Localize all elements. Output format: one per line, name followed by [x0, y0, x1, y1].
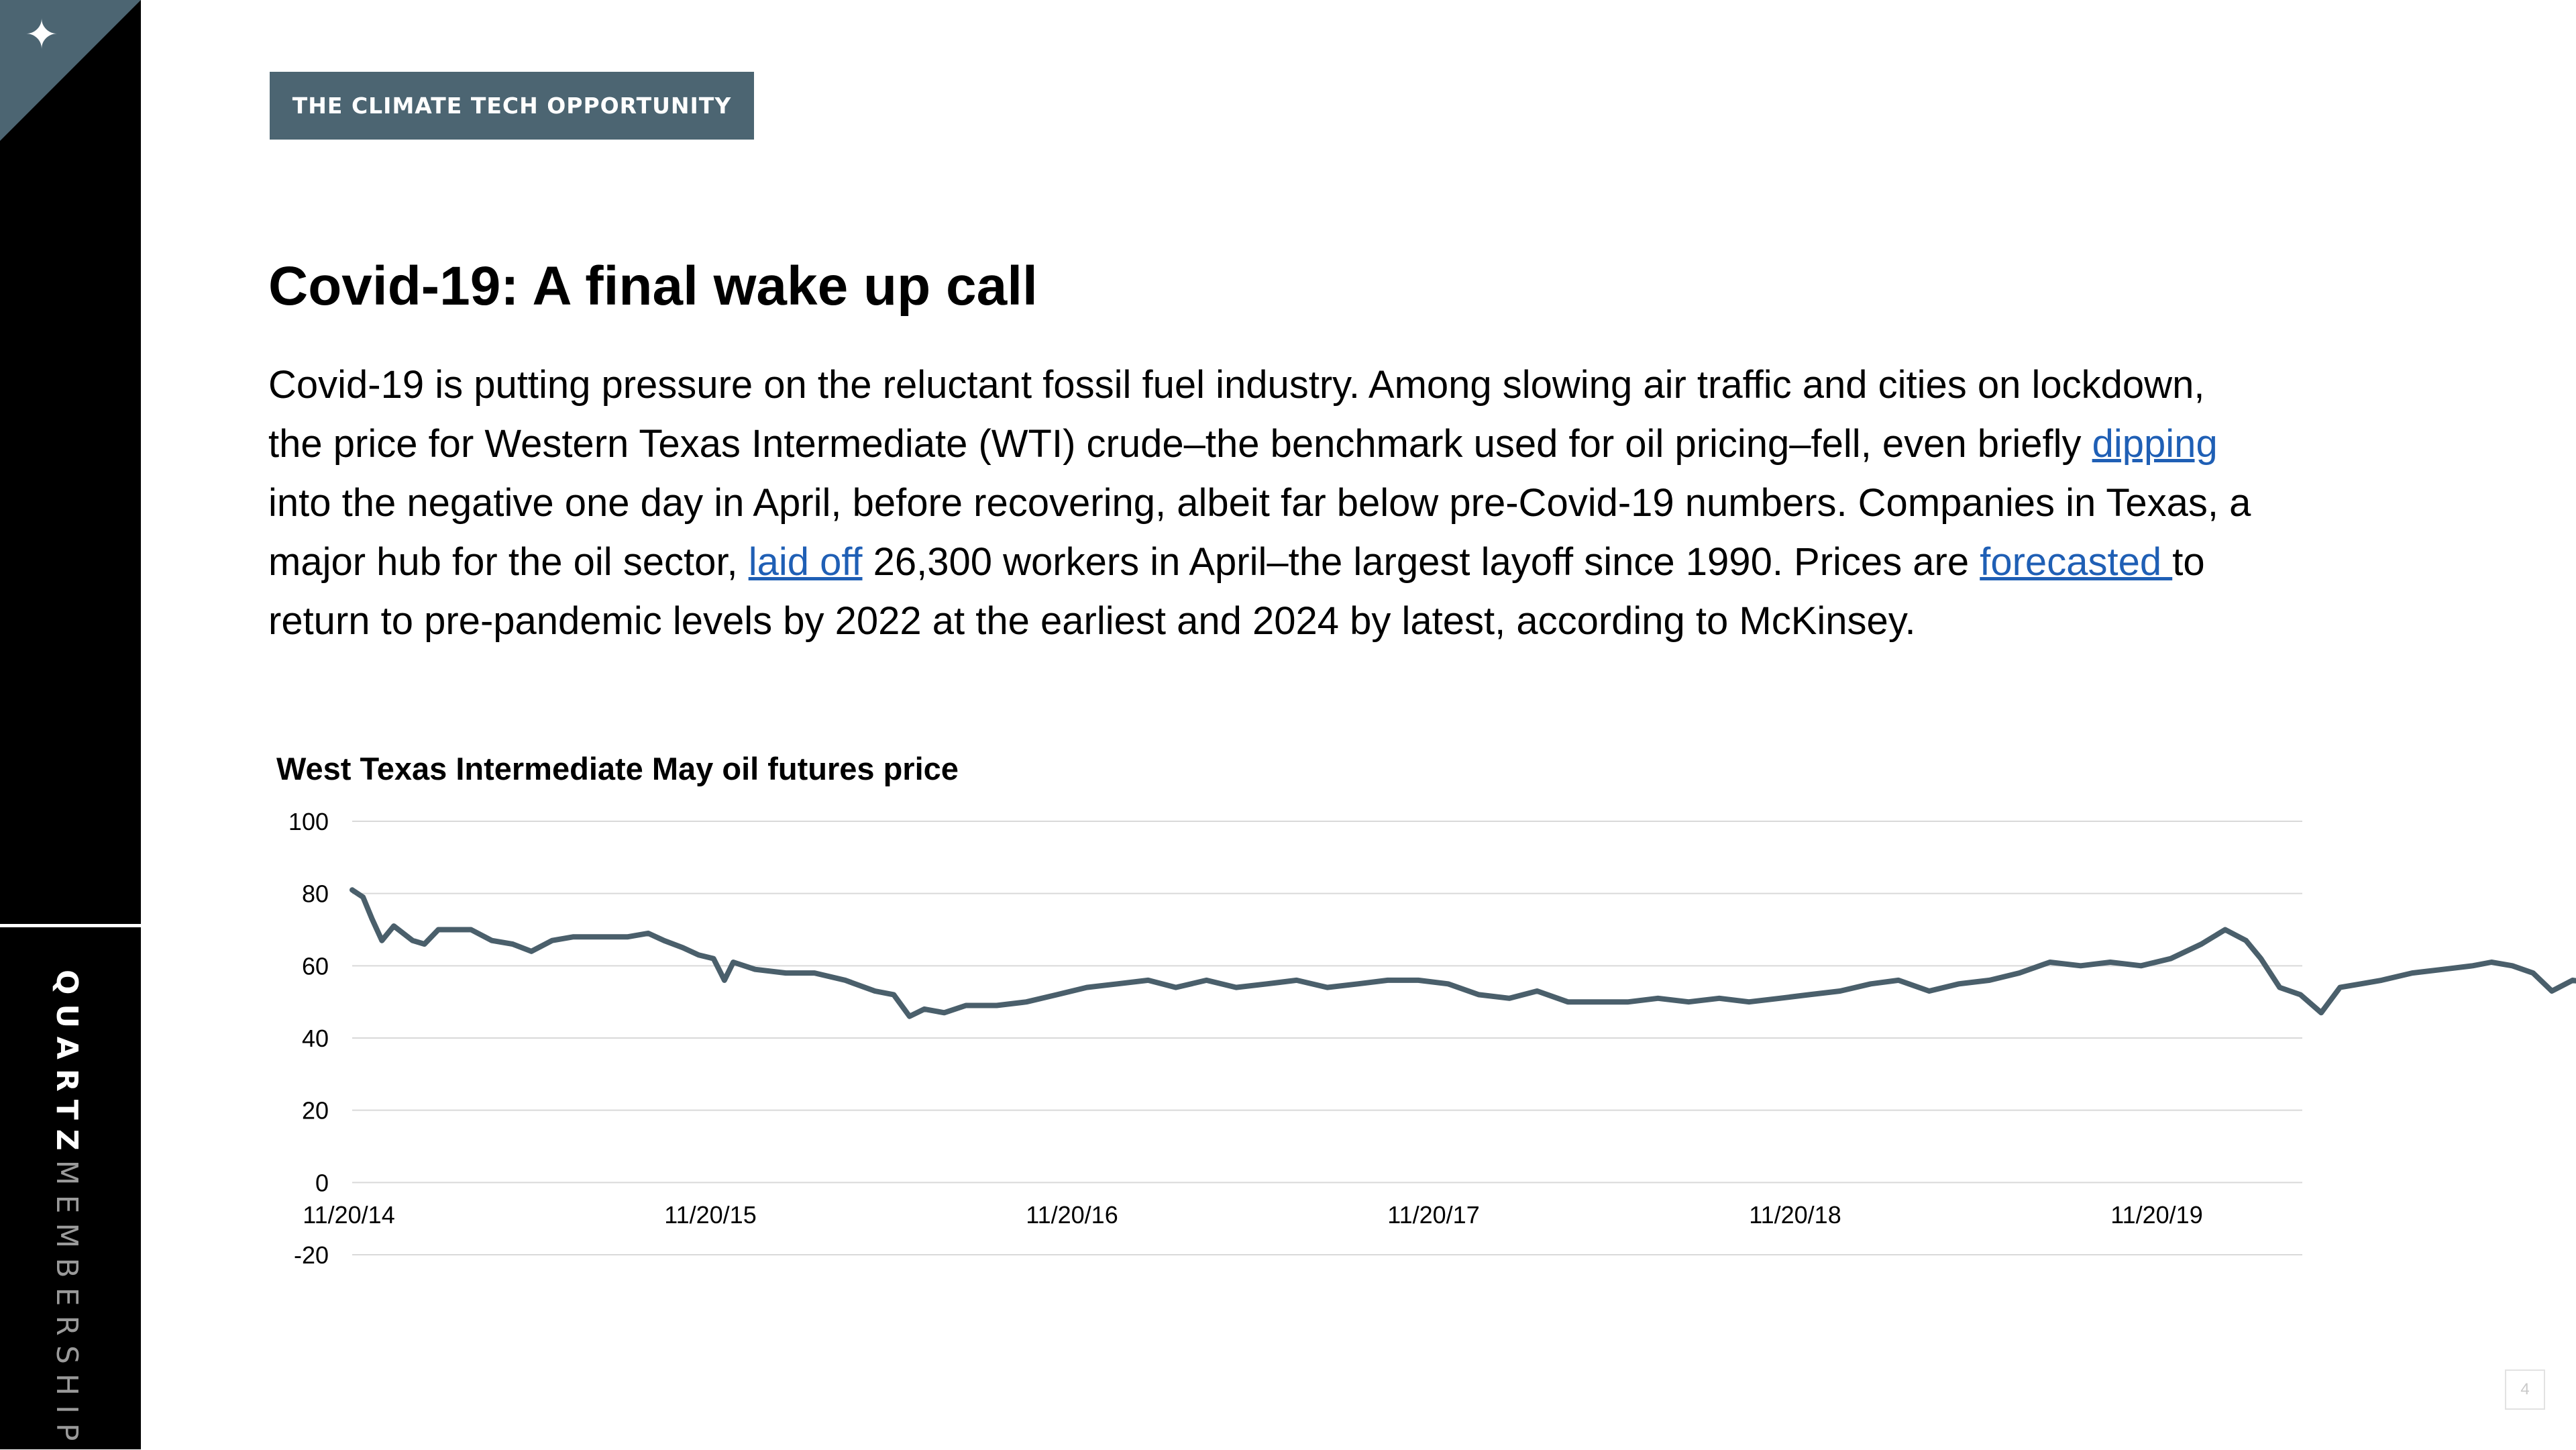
chart-title: West Texas Intermediate May oil futures …: [276, 751, 959, 786]
x-tick-label: 11/20/14: [303, 1201, 394, 1229]
x-tick-label: 11/20/17: [1387, 1201, 1479, 1229]
y-tick-label: 60: [302, 952, 329, 980]
paragraph-text: to: [2172, 540, 2205, 584]
sparkle-icon[interactable]: ✦: [24, 11, 59, 58]
paragraph-text: 26,300 workers in April–the largest layo…: [862, 540, 1980, 584]
brand-primary: QUARTZ: [50, 970, 84, 1160]
laid-off-link[interactable]: laid off: [748, 540, 863, 584]
sidebar-divider: [0, 924, 141, 927]
y-tick-label: 80: [302, 880, 329, 908]
sidebar: ✦ QUARTZMEMBERSHIP: [0, 0, 141, 1450]
y-tick-label: 40: [302, 1025, 329, 1052]
paragraph-text: major hub for the oil sector,: [268, 540, 749, 584]
body-paragraph: Covid-19 is putting pressure on the relu…: [268, 356, 2388, 651]
y-tick-label: 100: [288, 808, 329, 835]
paragraph-line: major hub for the oil sector, laid off 2…: [268, 533, 2388, 592]
y-tick-label: -20: [294, 1241, 329, 1269]
paragraph-text: the price for Western Texas Intermediate…: [268, 422, 2092, 466]
page-title: Covid-19: A final wake up call: [268, 256, 1038, 317]
brand-wordmark: QUARTZMEMBERSHIP: [50, 970, 84, 1450]
brand-secondary: MEMBERSHIP: [50, 1159, 84, 1450]
x-tick-label: 11/20/15: [664, 1201, 756, 1229]
dipping-link[interactable]: dipping: [2092, 422, 2218, 466]
corner-accent: [0, 0, 141, 141]
paragraph-line: return to pre-pandemic levels by 2022 at…: [268, 599, 1916, 643]
page-number: 4: [2505, 1369, 2545, 1410]
paragraph-line: into the negative one day in April, befo…: [268, 481, 2251, 525]
y-tick-label: 0: [315, 1169, 329, 1196]
price-series-line: [350, 887, 2576, 1019]
paragraph-line: Covid-19 is putting pressure on the relu…: [268, 363, 2205, 407]
y-tick-label: 20: [302, 1097, 329, 1125]
x-tick-label: 11/20/19: [2110, 1201, 2202, 1229]
paragraph-line: the price for Western Texas Intermediate…: [268, 415, 2388, 474]
x-tick-label: 11/20/18: [1749, 1201, 1841, 1229]
forecasted-link[interactable]: forecasted: [1980, 540, 2173, 584]
section-tag: THE CLIMATE TECH OPPORTUNITY: [270, 72, 754, 140]
x-tick-label: 11/20/16: [1026, 1201, 1118, 1229]
